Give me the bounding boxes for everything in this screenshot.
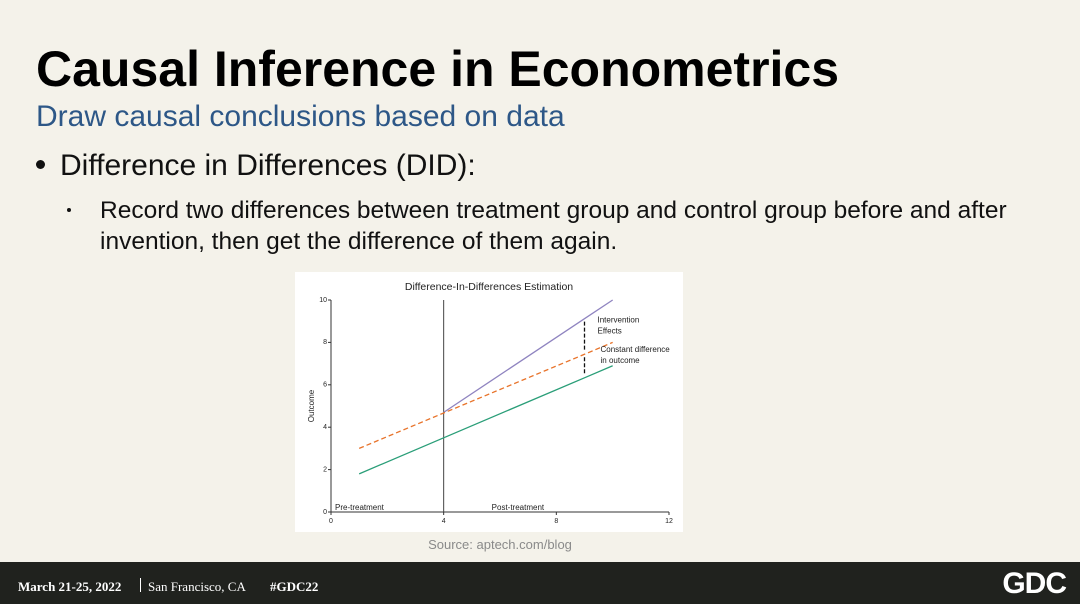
y-tick-label: 2 (323, 466, 327, 473)
footer-hashtag: #GDC22 (270, 579, 319, 594)
source: Source: aptech.com/blog (428, 537, 572, 552)
y-tick-label: 8 (323, 339, 327, 346)
annotation: Constant difference (601, 345, 671, 354)
footer: March 21-25, 2022 San Francisco, CA #GDC… (0, 562, 1080, 604)
series-line (443, 299, 614, 413)
bullet-dot (36, 160, 45, 169)
y-tick-label: 10 (319, 297, 327, 304)
logo: GDC (1002, 567, 1067, 600)
series-line (358, 341, 613, 449)
sub-bullet: Record two differences between treatment… (100, 197, 1007, 255)
separator (140, 578, 141, 592)
y-tick-label: 6 (323, 382, 327, 389)
y-tick-label: 0 (323, 509, 327, 516)
chart: Difference-In-Differences Estimation Out… (307, 281, 673, 525)
region-label: Pre-treatment (335, 503, 385, 512)
x-tick-label: 8 (554, 518, 558, 525)
slide-title: Causal Inference in Econometrics (36, 41, 840, 97)
chart-box: Difference-In-Differences Estimation Out… (295, 272, 683, 532)
bullet-dot (67, 208, 71, 212)
y-axis-label: Outcome (307, 389, 316, 422)
slide-subtitle: Draw causal conclusions based on data (36, 100, 565, 133)
x-tick-label: 0 (329, 518, 333, 525)
series-line (358, 365, 613, 475)
region-label: Post-treatment (492, 503, 545, 512)
footer-date: March 21-25, 2022 (18, 579, 122, 594)
chart-title: Difference-In-Differences Estimation (405, 281, 573, 293)
annotation: Intervention (598, 316, 640, 325)
annotation: in outcome (601, 356, 641, 365)
x-tick-label: 12 (665, 518, 673, 525)
y-tick-label: 4 (323, 424, 327, 431)
footer-location: San Francisco, CA (148, 579, 246, 594)
bullet: Difference in Differences (DID): (60, 149, 476, 182)
annotation: Effects (598, 327, 622, 336)
x-tick-label: 4 (442, 518, 446, 525)
